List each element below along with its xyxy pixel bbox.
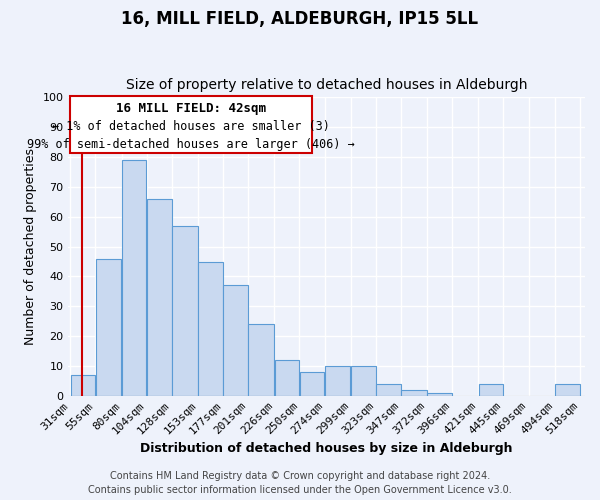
Bar [223,286,248,396]
Text: 16 MILL FIELD: 42sqm: 16 MILL FIELD: 42sqm [116,102,266,115]
Bar [147,199,172,396]
Bar [248,324,274,396]
Text: 99% of semi-detached houses are larger (406) →: 99% of semi-detached houses are larger (… [28,138,355,150]
Bar [96,258,121,396]
Bar [172,226,198,396]
Text: 16, MILL FIELD, ALDEBURGH, IP15 5LL: 16, MILL FIELD, ALDEBURGH, IP15 5LL [121,10,479,28]
Y-axis label: Number of detached properties: Number of detached properties [24,148,37,345]
Bar [376,384,401,396]
Bar [427,393,452,396]
Bar [325,366,350,396]
Bar [198,262,223,396]
Title: Size of property relative to detached houses in Aldeburgh: Size of property relative to detached ho… [126,78,527,92]
Bar [351,366,376,396]
Bar [70,96,312,152]
Bar [401,390,427,396]
Bar [275,360,299,396]
Bar [479,384,503,396]
X-axis label: Distribution of detached houses by size in Aldeburgh: Distribution of detached houses by size … [140,442,513,455]
Bar [555,384,580,396]
Bar [122,160,146,396]
Text: ← 1% of detached houses are smaller (3): ← 1% of detached houses are smaller (3) [52,120,330,132]
Bar [300,372,324,396]
Bar [71,375,95,396]
Text: Contains HM Land Registry data © Crown copyright and database right 2024.
Contai: Contains HM Land Registry data © Crown c… [88,471,512,495]
